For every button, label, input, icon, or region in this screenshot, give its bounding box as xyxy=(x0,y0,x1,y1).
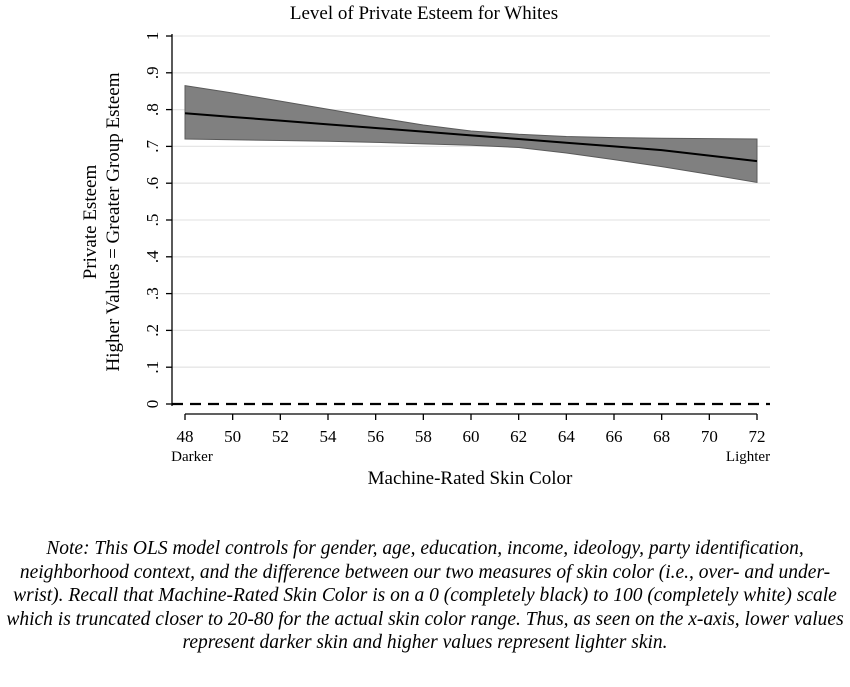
x-end-label-left: Darker xyxy=(171,449,213,465)
x-axis-label: Machine-Rated Skin Color xyxy=(368,468,573,489)
chart-note: Note: This OLS model controls for gender… xyxy=(6,538,844,653)
y-tick-label: .2 xyxy=(143,324,162,337)
x-end-label-right: Lighter xyxy=(726,449,770,465)
y-tick-label: .5 xyxy=(143,214,162,227)
x-tick-label: 60 xyxy=(463,427,480,446)
x-tick-label: 50 xyxy=(224,427,241,446)
x-tick-label: 52 xyxy=(272,427,289,446)
x-tick-label: 72 xyxy=(749,427,766,446)
x-tick-label: 48 xyxy=(177,427,194,446)
y-tick-label: 0 xyxy=(143,400,162,409)
y-tick-label: .9 xyxy=(143,66,162,79)
x-tick-label: 58 xyxy=(415,427,432,446)
y-tick-label: .6 xyxy=(143,177,162,190)
y-axis-label-line-1: Private Esteem xyxy=(80,165,101,280)
y-tick-label: .4 xyxy=(143,250,162,263)
x-tick-label: 54 xyxy=(320,427,338,446)
private-esteem-chart: Level of Private Esteem for Whites 0 .1 .2… xyxy=(80,3,770,489)
y-tick-label: .7 xyxy=(143,140,162,153)
x-tick-label: 70 xyxy=(701,427,718,446)
x-tick-label: 62 xyxy=(510,427,527,446)
fitted-line xyxy=(184,112,758,163)
confidence-band xyxy=(184,85,758,184)
grid-lines xyxy=(172,35,770,368)
y-tick-label: .1 xyxy=(143,361,162,374)
x-tick-label: 68 xyxy=(653,427,670,446)
y-tick-label: 1 xyxy=(143,32,162,41)
y-tick-label: .8 xyxy=(143,103,162,116)
y-axis-label-line-2: Higher Values = Greater Group Esteem xyxy=(103,72,124,371)
y-axis-ticks: 0 .1 .2 .3 .4 .5 .6 .7 .8 .9 1 xyxy=(143,32,172,409)
y-tick-label: .3 xyxy=(143,287,162,300)
x-tick-label: 64 xyxy=(558,427,576,446)
x-tick-label: 66 xyxy=(606,427,623,446)
x-axis-ticks: 48 50 52 54 56 58 60 62 64 66 68 70 72 xyxy=(177,414,766,446)
x-tick-label: 56 xyxy=(367,427,384,446)
chart-title: Level of Private Esteem for Whites xyxy=(290,3,558,24)
